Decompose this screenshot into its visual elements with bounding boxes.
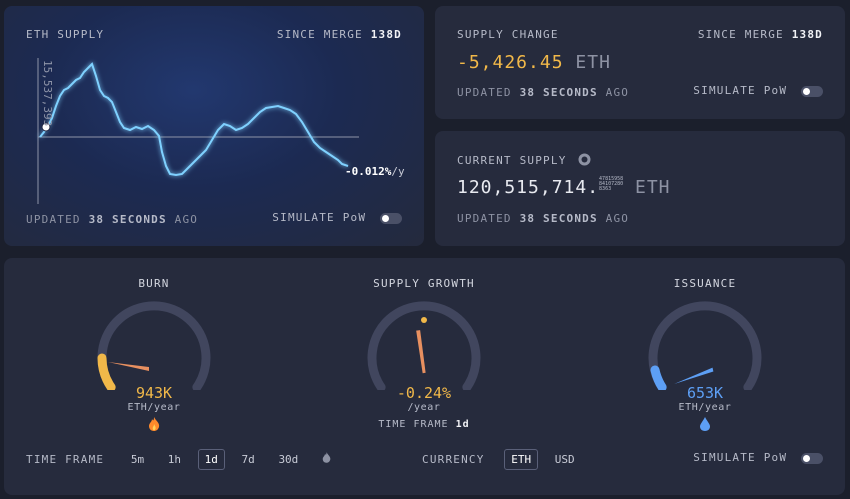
supply-change-card: SUPPLY CHANGE SINCE MERGE 138d -5,426.45… [435,6,845,119]
since-merge-value: 138d [370,28,402,41]
issuance-needle [674,367,714,384]
supply-change-title: SUPPLY CHANGE [457,28,559,41]
current-supply-title: CURRENT SUPPLY [457,154,567,167]
eth-supply-updated: UPDATED 38 SECONDS AGO [26,213,199,226]
issuance-dial [648,301,762,390]
since-merge-label: SINCE MERGE [276,28,363,41]
burn-arc [97,353,116,390]
burn-dial [97,301,211,390]
gauge-timeframe: TIME FRAME 1d [378,419,470,430]
issuance-gauge: ISSUANCE 653K ETH/year [645,277,765,435]
supply-growth-needle [416,330,426,374]
supply-growth-title: SUPPLY GROWTH [373,277,475,290]
timeframe-30d[interactable]: 30d [278,453,299,466]
eth-supply-card: ETH SUPPLY SINCE MERGE 138d 15,537,393 -… [4,6,424,246]
current-supply-unit: ETH [634,177,671,198]
supply-change-value-row: -5,426.45 ETH [457,52,611,73]
timeframe-label: TIME FRAME [26,453,105,466]
timeframe-5m[interactable]: 5m [130,453,145,466]
supply-change-simulate-toggle[interactable] [801,85,823,97]
current-supply-decimals: 47815958 84107280 8363 [599,176,624,192]
eth-supply-chart: 15,537,393 -0.012%/y [37,58,405,204]
issuance-unit: ETH/year [678,402,732,413]
burn-needle [108,362,149,371]
timeframe-1h[interactable]: 1h [167,453,182,466]
burn-gauge: BURN 943K ETH/year [94,277,214,435]
footer-simulate-pow[interactable]: SIMULATE PoW [693,451,823,464]
timeframe-1d[interactable]: 1d [197,449,225,470]
burn-title: BURN [138,277,170,290]
supply-change-since: SINCE MERGE 138d [697,28,823,41]
footer-simulate-toggle[interactable] [801,452,823,464]
timeframe-7d[interactable]: 7d [241,453,255,466]
currency-selector: CURRENCY ETH USD [422,448,582,470]
simulate-pow-label: SIMULATE PoW [272,211,367,224]
timeframe-selector: TIME FRAME 5m 1h 1d 7d 30d [26,448,338,470]
ultrasound-icon [578,153,591,166]
supply-change-updated: UPDATED 38 SECONDS AGO [457,86,630,99]
chart-start-marker [41,122,51,132]
supply-change-unit: ETH [575,52,611,73]
chart-end-rate: -0.012%/y [345,165,405,178]
fire-icon [94,416,214,435]
currency-usd[interactable]: USD [554,453,575,466]
supply-change-simulate-pow[interactable]: SIMULATE PoW [693,84,823,97]
supply-growth-marker [421,317,427,323]
simulate-pow-toggle[interactable] [380,212,402,224]
issuance-arc [650,365,667,390]
eth-supply-simulate-pow[interactable]: SIMULATE PoW [272,211,402,224]
supply-growth-value: -0.24% [396,384,452,402]
since-merge: SINCE MERGE 138d [277,28,402,41]
current-supply-card: CURRENT SUPPLY 120,515,714. 47815958 841… [435,131,845,246]
burn-value: 943K [135,384,173,402]
supply-change-value: -5,426.45 [457,52,564,73]
burn-unit: ETH/year [127,402,181,413]
supply-growth-gauge: SUPPLY GROWTH -0.24% /year TIME FRAME 1d [362,277,486,430]
issuance-title: ISSUANCE [673,277,737,290]
issuance-value: 653K [686,384,724,402]
chart-y-tick: 15,537,393 [41,60,54,126]
currency-label: CURRENCY [422,453,485,466]
current-supply-updated: UPDATED 38 SECONDS AGO [457,212,630,225]
gauges-card: BURN 943K ETH/year SUPPLY GROWTH -0.24% … [4,258,845,495]
eth-supply-title: ETH SUPPLY [26,28,105,41]
supply-line [39,62,349,177]
fire-icon [322,452,331,463]
current-supply-value: 120,515,714. [457,177,600,198]
droplet-icon [645,416,765,435]
timeframe-since-burn[interactable] [315,449,338,470]
current-supply-title-row: CURRENT SUPPLY [457,153,591,167]
supply-growth-unit: /year [407,402,441,413]
currency-eth[interactable]: ETH [504,449,539,470]
current-supply-value-row: 120,515,714. 47815958 84107280 8363 ETH [457,176,671,199]
supply-growth-dial [367,301,481,390]
